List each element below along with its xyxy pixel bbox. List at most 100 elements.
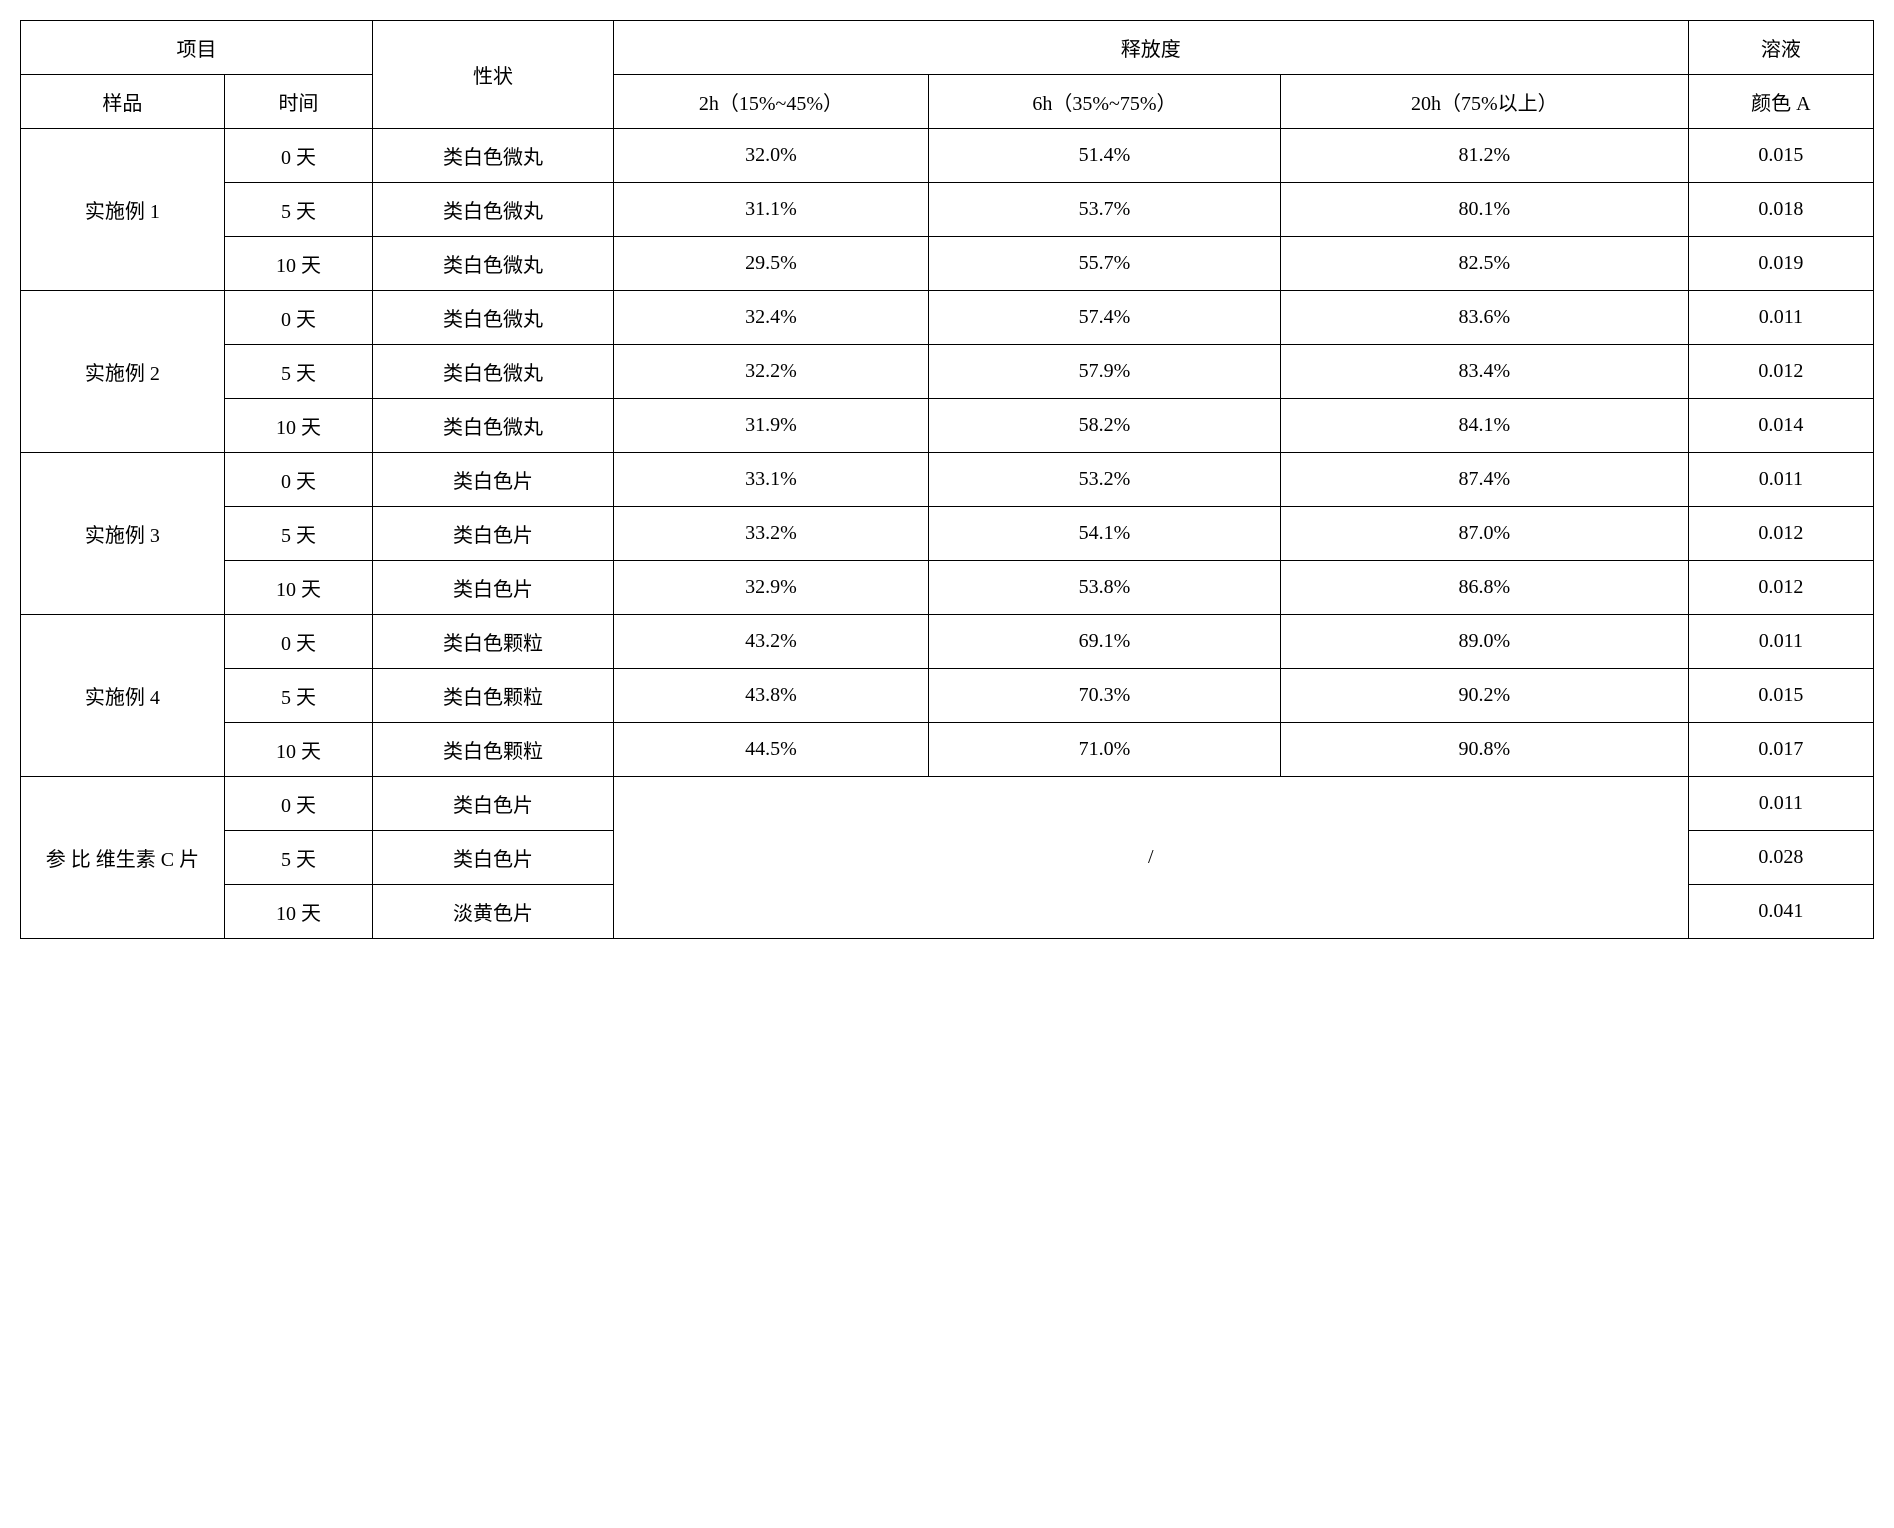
color-cell: 0.011 [1688,291,1873,345]
property-cell: 类白色颗粒 [373,669,614,723]
color-cell: 0.014 [1688,399,1873,453]
h6-cell: 57.9% [928,345,1280,399]
time-cell: 0 天 [224,777,372,831]
header-row-1: 项目 性状 释放度 溶液 [21,21,1874,75]
data-table: 项目 性状 释放度 溶液 样品 时间 2h（15%~45%） 6h（35%~75… [20,20,1874,939]
property-cell: 类白色微丸 [373,237,614,291]
time-cell: 0 天 [224,615,372,669]
time-cell: 5 天 [224,669,372,723]
h20-cell: 82.5% [1281,237,1689,291]
table-row: 10 天 类白色微丸 31.9% 58.2% 84.1% 0.014 [21,399,1874,453]
header-solution: 溶液 [1688,21,1873,75]
header-sample: 样品 [21,75,225,129]
h20-cell: 86.8% [1281,561,1689,615]
time-cell: 10 天 [224,237,372,291]
h20-cell: 89.0% [1281,615,1689,669]
property-cell: 类白色颗粒 [373,615,614,669]
time-cell: 0 天 [224,453,372,507]
h6-cell: 53.8% [928,561,1280,615]
table-row: 实施例 3 0 天 类白色片 33.1% 53.2% 87.4% 0.011 [21,453,1874,507]
table-row: 实施例 1 0 天 类白色微丸 32.0% 51.4% 81.2% 0.015 [21,129,1874,183]
color-cell: 0.012 [1688,345,1873,399]
property-cell: 类白色片 [373,777,614,831]
h2-cell: 33.1% [613,453,928,507]
color-cell: 0.017 [1688,723,1873,777]
header-property: 性状 [373,21,614,129]
time-cell: 10 天 [224,561,372,615]
color-cell: 0.012 [1688,507,1873,561]
sample-cell: 参 比 维生素 C 片 [21,777,225,939]
header-2h: 2h（15%~45%） [613,75,928,129]
color-cell: 0.015 [1688,669,1873,723]
h20-cell: 87.4% [1281,453,1689,507]
time-cell: 5 天 [224,507,372,561]
time-cell: 10 天 [224,723,372,777]
table-row: 参 比 维生素 C 片 0 天 类白色片 / 0.011 [21,777,1874,831]
table-row: 5 天 类白色微丸 31.1% 53.7% 80.1% 0.018 [21,183,1874,237]
property-cell: 类白色微丸 [373,129,614,183]
color-cell: 0.011 [1688,777,1873,831]
property-cell: 类白色片 [373,453,614,507]
h2-cell: 32.9% [613,561,928,615]
h20-cell: 83.4% [1281,345,1689,399]
h6-cell: 58.2% [928,399,1280,453]
header-colorA: 颜色 A [1688,75,1873,129]
property-cell: 类白色颗粒 [373,723,614,777]
table-row: 10 天 类白色颗粒 44.5% 71.0% 90.8% 0.017 [21,723,1874,777]
time-cell: 5 天 [224,183,372,237]
h2-cell: 44.5% [613,723,928,777]
color-cell: 0.015 [1688,129,1873,183]
h6-cell: 54.1% [928,507,1280,561]
h6-cell: 55.7% [928,237,1280,291]
h2-cell: 31.9% [613,399,928,453]
color-cell: 0.019 [1688,237,1873,291]
table-row: 5 天 类白色微丸 32.2% 57.9% 83.4% 0.012 [21,345,1874,399]
header-20h: 20h（75%以上） [1281,75,1689,129]
property-cell: 类白色微丸 [373,291,614,345]
time-cell: 0 天 [224,129,372,183]
header-time: 时间 [224,75,372,129]
header-row-2: 样品 时间 2h（15%~45%） 6h（35%~75%） 20h（75%以上）… [21,75,1874,129]
table-body: 实施例 1 0 天 类白色微丸 32.0% 51.4% 81.2% 0.015 … [21,129,1874,939]
h6-cell: 71.0% [928,723,1280,777]
h6-cell: 57.4% [928,291,1280,345]
slash-cell: / [613,777,1688,939]
h2-cell: 32.2% [613,345,928,399]
sample-cell: 实施例 1 [21,129,225,291]
property-cell: 淡黄色片 [373,885,614,939]
h20-cell: 81.2% [1281,129,1689,183]
color-cell: 0.011 [1688,615,1873,669]
sample-cell: 实施例 3 [21,453,225,615]
header-project: 项目 [21,21,373,75]
h6-cell: 70.3% [928,669,1280,723]
h2-cell: 31.1% [613,183,928,237]
property-cell: 类白色微丸 [373,399,614,453]
h20-cell: 83.6% [1281,291,1689,345]
h6-cell: 69.1% [928,615,1280,669]
color-cell: 0.018 [1688,183,1873,237]
h20-cell: 80.1% [1281,183,1689,237]
table-row: 5 天 类白色颗粒 43.8% 70.3% 90.2% 0.015 [21,669,1874,723]
h20-cell: 90.2% [1281,669,1689,723]
property-cell: 类白色微丸 [373,183,614,237]
sample-cell: 实施例 2 [21,291,225,453]
h20-cell: 87.0% [1281,507,1689,561]
property-cell: 类白色片 [373,507,614,561]
sample-cell: 实施例 4 [21,615,225,777]
table-row: 实施例 2 0 天 类白色微丸 32.4% 57.4% 83.6% 0.011 [21,291,1874,345]
h6-cell: 51.4% [928,129,1280,183]
color-cell: 0.028 [1688,831,1873,885]
h6-cell: 53.2% [928,453,1280,507]
h2-cell: 29.5% [613,237,928,291]
time-cell: 5 天 [224,831,372,885]
time-cell: 10 天 [224,885,372,939]
h2-cell: 32.0% [613,129,928,183]
h2-cell: 43.8% [613,669,928,723]
time-cell: 10 天 [224,399,372,453]
h6-cell: 53.7% [928,183,1280,237]
h2-cell: 33.2% [613,507,928,561]
table-row: 10 天 类白色微丸 29.5% 55.7% 82.5% 0.019 [21,237,1874,291]
h20-cell: 84.1% [1281,399,1689,453]
color-cell: 0.041 [1688,885,1873,939]
h2-cell: 32.4% [613,291,928,345]
